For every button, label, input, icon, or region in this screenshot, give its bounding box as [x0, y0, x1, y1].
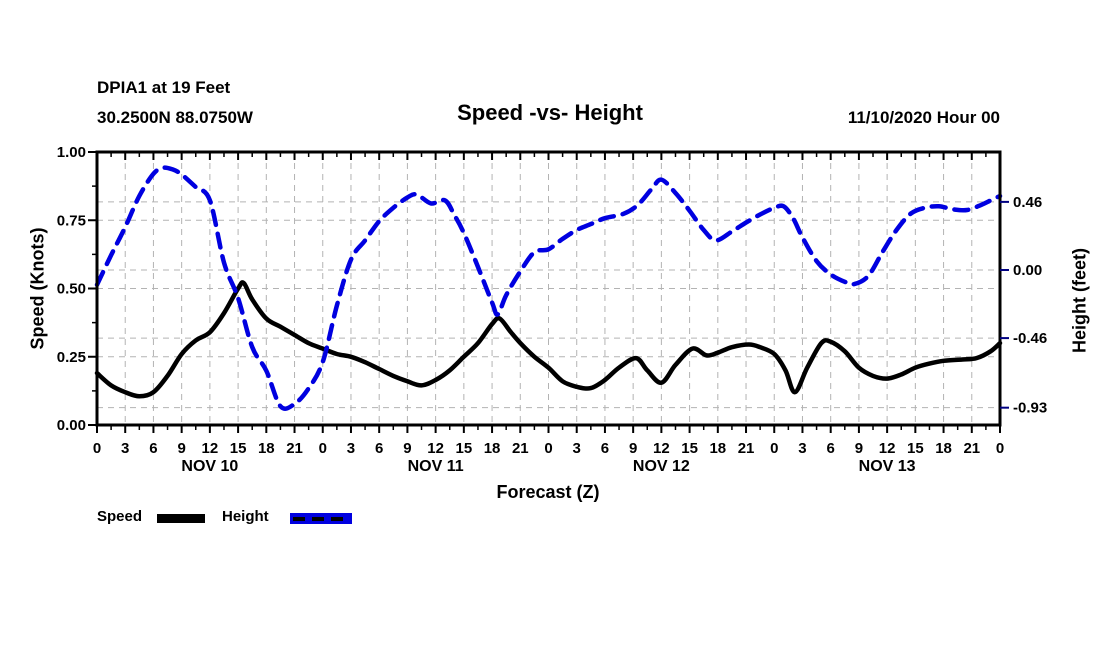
- chart-title: Speed -vs- Height: [457, 100, 643, 125]
- left-tick-label: 0.00: [57, 417, 86, 434]
- hour-tick-label: 3: [573, 440, 581, 457]
- hour-tick-label: 6: [375, 440, 383, 457]
- hour-tick-label: 6: [827, 440, 835, 457]
- hour-tick-label: 18: [709, 440, 726, 457]
- day-label: NOV 12: [633, 458, 690, 475]
- hour-tick-label: 12: [427, 440, 444, 457]
- hour-tick-label: 15: [907, 440, 924, 457]
- hour-tick-label: 0: [996, 440, 1004, 457]
- hour-tick-label: 3: [798, 440, 806, 457]
- hour-tick-label: 9: [403, 440, 411, 457]
- hour-tick-label: 3: [121, 440, 129, 457]
- speed-line-swatch-icon: [157, 514, 205, 523]
- model-run-datetime: 11/10/2020 Hour 00: [847, 108, 1000, 127]
- hour-tick-label: 15: [681, 440, 698, 457]
- legend-speed-label: Speed: [97, 508, 143, 525]
- day-label: NOV 13: [859, 458, 916, 475]
- hour-tick-label: 9: [855, 440, 863, 457]
- hour-tick-label: 18: [484, 440, 501, 457]
- left-tick-label: 0.75: [57, 212, 86, 229]
- day-label: NOV 11: [408, 458, 464, 475]
- hour-tick-label: 21: [512, 440, 529, 457]
- right-tick-label: 0.00: [1013, 262, 1042, 279]
- hour-tick-label: 21: [963, 440, 980, 457]
- hour-tick-label: 6: [149, 440, 157, 457]
- hour-tick-label: 12: [879, 440, 896, 457]
- height-line-swatch-icon: [290, 513, 352, 524]
- hour-tick-label: 21: [738, 440, 755, 457]
- hour-tick-label: 12: [653, 440, 670, 457]
- hour-tick-label: 12: [202, 440, 219, 457]
- hour-tick-label: 18: [935, 440, 952, 457]
- right-tick-label: 0.46: [1013, 194, 1042, 211]
- hour-tick-label: 0: [319, 440, 327, 457]
- hour-tick-label: 3: [347, 440, 355, 457]
- hour-tick-label: 15: [456, 440, 473, 457]
- left-tick-label: 0.50: [57, 281, 86, 298]
- right-tick-label: -0.93: [1013, 400, 1047, 417]
- day-label: NOV 10: [181, 458, 238, 475]
- station-name-elevation: DPIA1 at 19 Feet: [97, 78, 231, 97]
- height-curve: [94, 165, 1003, 411]
- hour-tick-label: 9: [629, 440, 637, 457]
- hour-tick-label: 0: [770, 440, 778, 457]
- hour-tick-label: 9: [177, 440, 185, 457]
- station-coordinates: 30.2500N 88.0750W: [97, 108, 253, 127]
- right-tick-label: -0.46: [1013, 330, 1047, 347]
- hour-tick-label: 21: [286, 440, 303, 457]
- left-tick-label: 0.25: [57, 349, 86, 366]
- speed-curve: [94, 280, 1003, 399]
- legend-height-label: Height: [222, 508, 269, 525]
- hour-tick-label: 6: [601, 440, 609, 457]
- hour-tick-label: 15: [230, 440, 247, 457]
- hour-tick-label: 18: [258, 440, 275, 457]
- x-axis-title: Forecast (Z): [496, 482, 600, 502]
- left-tick-label: 1.00: [57, 144, 86, 161]
- hour-tick-label: 0: [93, 440, 101, 457]
- hour-tick-label: 0: [544, 440, 552, 457]
